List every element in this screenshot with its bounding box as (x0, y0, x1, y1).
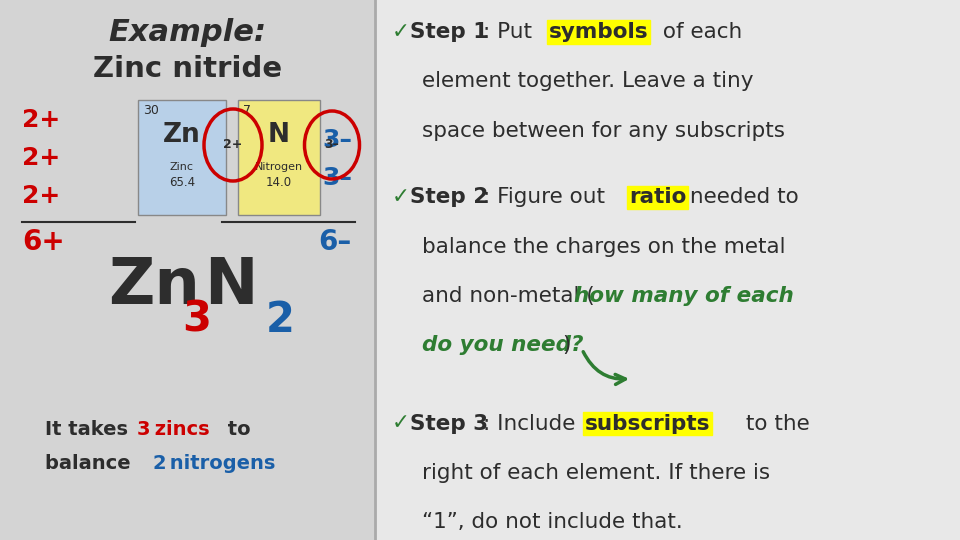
Text: 2+: 2+ (224, 138, 243, 152)
Text: subscripts: subscripts (585, 414, 710, 434)
Text: how many of each: how many of each (574, 286, 794, 306)
Text: 30: 30 (143, 104, 158, 117)
Text: : Put: : Put (483, 22, 539, 42)
Text: 65.4: 65.4 (169, 176, 195, 189)
Text: 7: 7 (243, 104, 251, 117)
Bar (0, 0, 375, 540)
Text: ratio: ratio (629, 187, 686, 207)
Text: 3–: 3– (322, 166, 352, 190)
Text: nitrogens: nitrogens (163, 454, 276, 473)
Text: “1”, do not include that.: “1”, do not include that. (422, 512, 683, 532)
Text: 2: 2 (152, 454, 166, 473)
Text: 2+: 2+ (22, 108, 60, 132)
Bar (375, 0, 960, 540)
Bar (138, 100, 226, 215)
Text: 6+: 6+ (22, 228, 64, 256)
Text: 6–: 6– (319, 228, 352, 256)
Text: balance the charges on the metal: balance the charges on the metal (422, 237, 785, 256)
Text: zincs: zincs (148, 420, 209, 439)
Text: 2: 2 (266, 299, 295, 341)
Bar (238, 100, 320, 215)
Text: to the: to the (739, 414, 809, 434)
Text: right of each element. If there is: right of each element. If there is (422, 463, 770, 483)
Text: needed to: needed to (683, 187, 799, 207)
Text: 3–: 3– (322, 128, 352, 152)
Text: : Include: : Include (483, 414, 583, 434)
Text: Nitrogen: Nitrogen (255, 162, 303, 172)
Text: ): ) (562, 335, 570, 355)
Text: Step 1: Step 1 (410, 22, 489, 42)
Text: 2+: 2+ (22, 184, 60, 208)
Text: space between for any subscripts: space between for any subscripts (422, 120, 785, 140)
Text: element together. Leave a tiny: element together. Leave a tiny (422, 71, 754, 91)
Text: Zn: Zn (108, 255, 200, 317)
Text: Zn: Zn (163, 122, 201, 148)
Text: 3–: 3– (324, 138, 340, 152)
Text: 3: 3 (182, 299, 211, 341)
Text: Zinc: Zinc (170, 162, 194, 172)
Text: Step 2: Step 2 (410, 187, 489, 207)
FancyArrowPatch shape (583, 352, 625, 384)
Text: 14.0: 14.0 (266, 176, 292, 189)
Text: balance: balance (45, 454, 137, 473)
Text: 3: 3 (137, 420, 151, 439)
Text: 2+: 2+ (22, 146, 60, 170)
Text: Step 3: Step 3 (410, 414, 488, 434)
Text: to: to (221, 420, 251, 439)
Text: Zinc nitride: Zinc nitride (93, 55, 282, 83)
Text: ✓: ✓ (392, 187, 410, 207)
Text: of each: of each (656, 22, 742, 42)
Text: N: N (268, 122, 290, 148)
Text: N: N (204, 255, 257, 317)
Text: : Figure out: : Figure out (483, 187, 612, 207)
Text: It takes: It takes (45, 420, 134, 439)
Text: ✓: ✓ (392, 22, 410, 42)
Text: ✓: ✓ (392, 414, 410, 434)
Text: symbols: symbols (549, 22, 649, 42)
Text: do you need?: do you need? (422, 335, 584, 355)
Text: and non-metal (: and non-metal ( (422, 286, 594, 306)
Text: Example:: Example: (108, 18, 267, 47)
